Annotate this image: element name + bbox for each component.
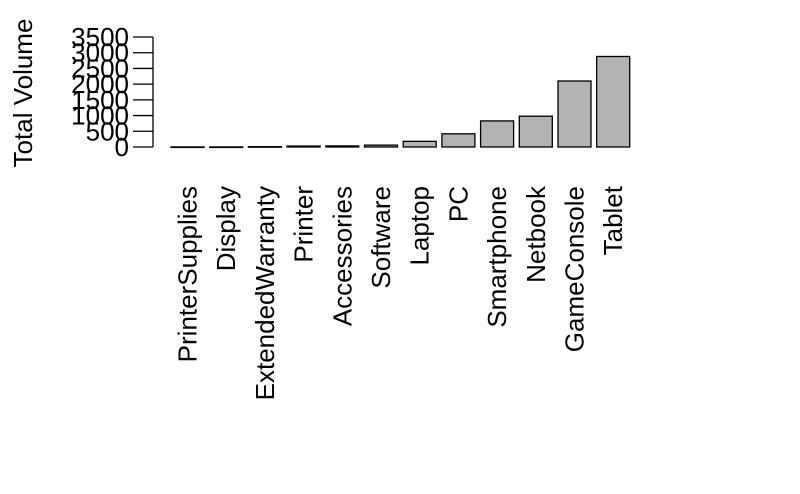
y-tick-label: 3000 xyxy=(71,38,129,68)
bar-laptop xyxy=(402,140,437,148)
y-tick-label: 0 xyxy=(115,132,129,162)
category-label: Display xyxy=(211,186,241,271)
y-tick-label: 3500 xyxy=(71,22,129,52)
category-label: Tablet xyxy=(598,185,628,255)
bar-smartphone xyxy=(479,120,515,148)
category-label: Smartphone xyxy=(482,186,512,328)
bar-software xyxy=(363,144,399,148)
bar-printer xyxy=(286,145,321,148)
category-label: GameConsole xyxy=(560,186,590,352)
bar-printersupplies xyxy=(170,146,205,149)
category-label: Printer xyxy=(289,186,319,263)
category-label: ExtendedWarranty xyxy=(250,186,280,400)
category-label: Laptop xyxy=(405,186,435,266)
bar-pc xyxy=(441,133,476,148)
category-label: PrinterSupplies xyxy=(173,186,203,362)
bar-gameconsole xyxy=(557,80,592,148)
y-axis-title: Total Volume xyxy=(8,19,38,168)
category-label: Software xyxy=(366,186,396,289)
category-label: Accessories xyxy=(327,186,357,326)
y-tick-label: 2000 xyxy=(71,69,129,99)
category-label: Netbook xyxy=(521,185,551,283)
bar-tablet xyxy=(596,55,631,148)
bar-netbook xyxy=(518,115,553,148)
category-labels: PrinterSupplies Display ExtendedWarranty Pr… xyxy=(173,185,629,400)
bar-accessories xyxy=(325,145,360,148)
y-tick-label: 2500 xyxy=(71,53,129,83)
y-tick-label: 500 xyxy=(86,116,129,146)
bar-extendedwarranty xyxy=(247,146,283,148)
y-tick-label: 1500 xyxy=(71,85,129,115)
bar-display xyxy=(209,146,244,149)
y-tick-label: 1000 xyxy=(71,101,129,131)
category-label: PC xyxy=(443,186,473,222)
bars xyxy=(170,55,631,149)
